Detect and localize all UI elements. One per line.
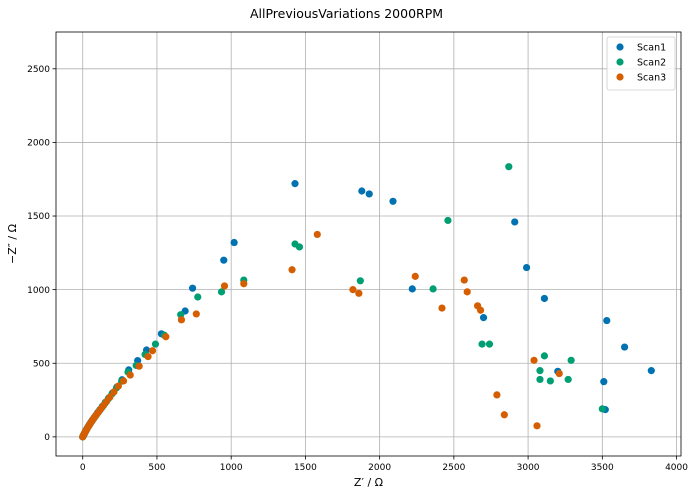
data-point-scan3	[119, 377, 128, 385]
data-point-scan2	[540, 352, 549, 360]
plot-area-frame	[55, 31, 682, 457]
data-point-scan3	[114, 382, 122, 390]
data-point-scan2	[564, 375, 572, 384]
data-point-scan1	[511, 218, 519, 226]
data-point-scan1	[620, 343, 629, 351]
data-point-scan3	[349, 286, 357, 294]
data-point-scan2	[217, 288, 226, 296]
data-point-scan1	[389, 197, 397, 205]
data-point-scan3	[144, 353, 152, 361]
data-point-scan3	[110, 388, 118, 396]
legend-box	[606, 36, 676, 91]
data-point-scan1	[220, 256, 228, 264]
x-tick-label: 3000	[517, 463, 540, 473]
data-point-scan3	[463, 288, 471, 296]
data-point-scan3	[438, 304, 446, 312]
y-tick-label: 2000	[27, 139, 50, 149]
data-point-scan3	[313, 230, 321, 239]
data-point-scan1	[188, 284, 197, 292]
y-tick-label: 1500	[27, 212, 50, 222]
data-point-scan3	[555, 369, 563, 378]
data-point-scan3	[355, 289, 363, 297]
data-point-scan2	[356, 277, 364, 285]
y-tick-label: 1000	[27, 286, 50, 296]
data-point-scan2	[505, 163, 513, 171]
data-point-scan2	[536, 375, 544, 384]
data-point-scan1	[540, 294, 549, 303]
data-point-scan1	[230, 238, 238, 247]
data-point-scan3	[106, 393, 114, 401]
data-points	[79, 163, 655, 441]
data-point-scan3	[476, 306, 485, 314]
data-point-scan1	[365, 190, 373, 198]
chart-title: AllPreviousVariations 2000RPM	[250, 6, 443, 21]
legend-label: Scan3	[637, 73, 666, 84]
y-tick-label: 0	[44, 433, 50, 443]
x-tick-label: 2000	[368, 463, 391, 473]
legend: Scan1 Scan2 Scan3	[606, 36, 676, 91]
data-point-scan2	[567, 356, 575, 364]
data-point-scan2	[536, 367, 544, 375]
data-point-scan1	[479, 314, 488, 322]
data-point-scan3	[148, 347, 157, 355]
y-tick-label: 2500	[27, 65, 50, 75]
data-point-scan3	[240, 280, 248, 288]
data-point-scan1	[600, 378, 608, 386]
data-point-scan3	[460, 276, 468, 284]
data-point-scan3	[411, 272, 419, 280]
grid	[56, 32, 681, 456]
data-point-scan3	[192, 310, 200, 318]
data-point-scan2	[478, 340, 486, 348]
data-point-scan2	[598, 405, 606, 413]
y-tick-label: 500	[33, 359, 50, 369]
data-point-scan2	[546, 377, 554, 385]
data-point-scan3	[288, 266, 296, 274]
data-point-scan3	[220, 282, 229, 290]
data-point-scan3	[530, 356, 538, 364]
data-point-scan3	[162, 333, 170, 341]
data-point-scan1	[358, 187, 366, 195]
legend-marker	[616, 58, 624, 66]
data-point-scan2	[295, 243, 304, 251]
data-point-scan3	[126, 371, 134, 379]
x-tick-label: 3500	[591, 463, 614, 473]
y-axis-label: −Z″ / Ω	[6, 224, 19, 264]
data-point-scan2	[194, 293, 202, 301]
x-tick-label: 4000	[665, 463, 688, 473]
data-point-scan1	[408, 285, 416, 293]
data-point-scan3	[533, 422, 541, 430]
data-point-scan1	[603, 316, 611, 325]
data-point-scan3	[500, 411, 508, 419]
data-point-scan1	[523, 263, 531, 272]
legend-label: Scan2	[637, 58, 666, 69]
x-tick-label: 500	[148, 463, 165, 473]
x-axis-label: Z′ / Ω	[354, 476, 383, 489]
data-point-scan3	[135, 362, 143, 370]
x-tick-label: 2500	[442, 463, 465, 473]
data-point-scan2	[444, 216, 452, 225]
data-point-scan1	[647, 367, 655, 375]
legend-label: Scan1	[637, 43, 666, 54]
x-tick-label: 0	[80, 463, 86, 473]
legend-marker	[616, 73, 624, 81]
data-point-scan3	[177, 316, 186, 324]
x-tick-label: 1000	[220, 463, 243, 473]
legend-marker	[616, 43, 624, 51]
x-tick-label: 1500	[294, 463, 317, 473]
data-point-scan2	[485, 340, 494, 348]
data-point-scan3	[493, 391, 501, 399]
data-point-scan1	[291, 180, 299, 188]
axes: 0 500 1000 1500 2000 2500 3000 3500 4000 0 500 1000…	[27, 65, 688, 473]
data-point-scan2	[151, 340, 160, 348]
data-point-scan2	[429, 285, 437, 293]
